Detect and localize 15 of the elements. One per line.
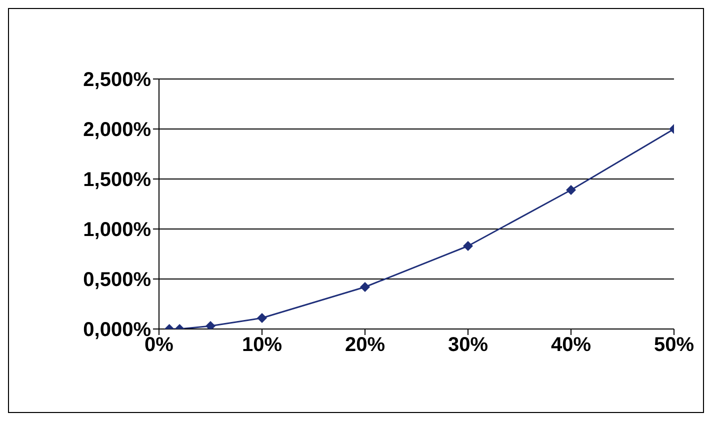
y-tick-label: 2,500%: [83, 69, 152, 92]
point: [463, 241, 473, 251]
x-tick-label: 30%: [448, 334, 488, 356]
point: [206, 321, 216, 329]
x-tick-label: 40%: [550, 334, 592, 356]
point: [257, 313, 267, 323]
y-tick-label: 1,500%: [83, 169, 152, 192]
x-tick-label: 10%: [242, 334, 282, 356]
y-tick-label: 1,000%: [83, 219, 152, 242]
y-tick-label: 0,500%: [83, 269, 152, 292]
point: [566, 185, 576, 195]
y-tick-label: 2,000%: [83, 119, 152, 142]
x-tick-label: 50%: [654, 334, 694, 356]
point: [360, 282, 370, 292]
x-tick-label: 20%: [344, 334, 386, 356]
